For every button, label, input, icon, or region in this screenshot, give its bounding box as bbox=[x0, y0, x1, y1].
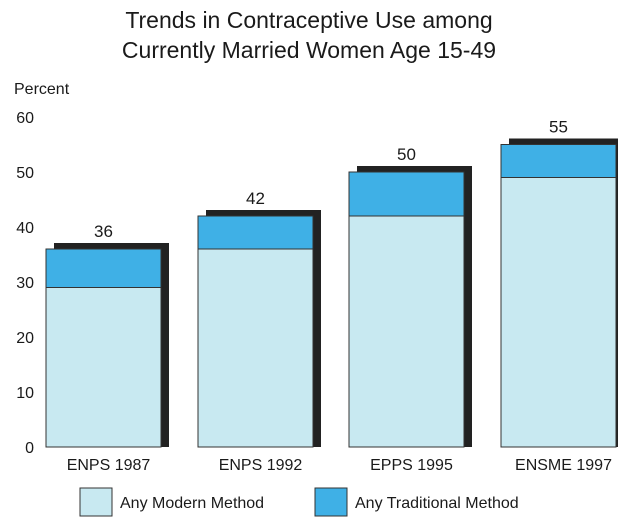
y-tick-label: 10 bbox=[16, 385, 34, 402]
bar-total-label: 55 bbox=[549, 118, 568, 137]
y-tick-label: 50 bbox=[16, 165, 34, 182]
y-tick-label: 40 bbox=[16, 220, 34, 237]
x-category-label: ENPS 1987 bbox=[67, 457, 151, 474]
y-tick-label: 60 bbox=[16, 110, 34, 127]
bar-segment-modern bbox=[45, 287, 162, 448]
bar-segment-modern bbox=[348, 215, 465, 448]
chart-title-line-2: Currently Married Women Age 15-49 bbox=[121, 37, 497, 63]
y-tick-label: 30 bbox=[16, 275, 34, 292]
x-category-label: ENPS 1992 bbox=[219, 457, 303, 474]
bar-segment-traditional bbox=[500, 144, 617, 178]
y-tick-label: 0 bbox=[25, 440, 34, 457]
y-tick-label: 20 bbox=[16, 330, 34, 347]
y-axis-label: Percent bbox=[14, 81, 70, 98]
bar-total-label: 50 bbox=[397, 145, 416, 164]
bar-segment-modern bbox=[500, 177, 617, 448]
bar-segment-modern bbox=[197, 248, 314, 448]
legend-swatch-traditional bbox=[314, 487, 348, 517]
x-category-label: EPPS 1995 bbox=[370, 457, 453, 474]
legend-label-traditional: Any Traditional Method bbox=[355, 495, 519, 512]
bar-segment-traditional bbox=[348, 171, 465, 217]
legend-swatch-modern bbox=[79, 487, 113, 517]
chart-title-line-1: Trends in Contraceptive Use among bbox=[125, 7, 493, 33]
legend-label-modern: Any Modern Method bbox=[120, 495, 264, 512]
bar-segment-traditional bbox=[45, 248, 162, 288]
x-category-label: ENSME 1997 bbox=[515, 457, 612, 474]
bar-segment-traditional bbox=[197, 215, 314, 250]
bar-total-label: 36 bbox=[94, 222, 113, 241]
bar-total-label: 42 bbox=[246, 189, 265, 208]
